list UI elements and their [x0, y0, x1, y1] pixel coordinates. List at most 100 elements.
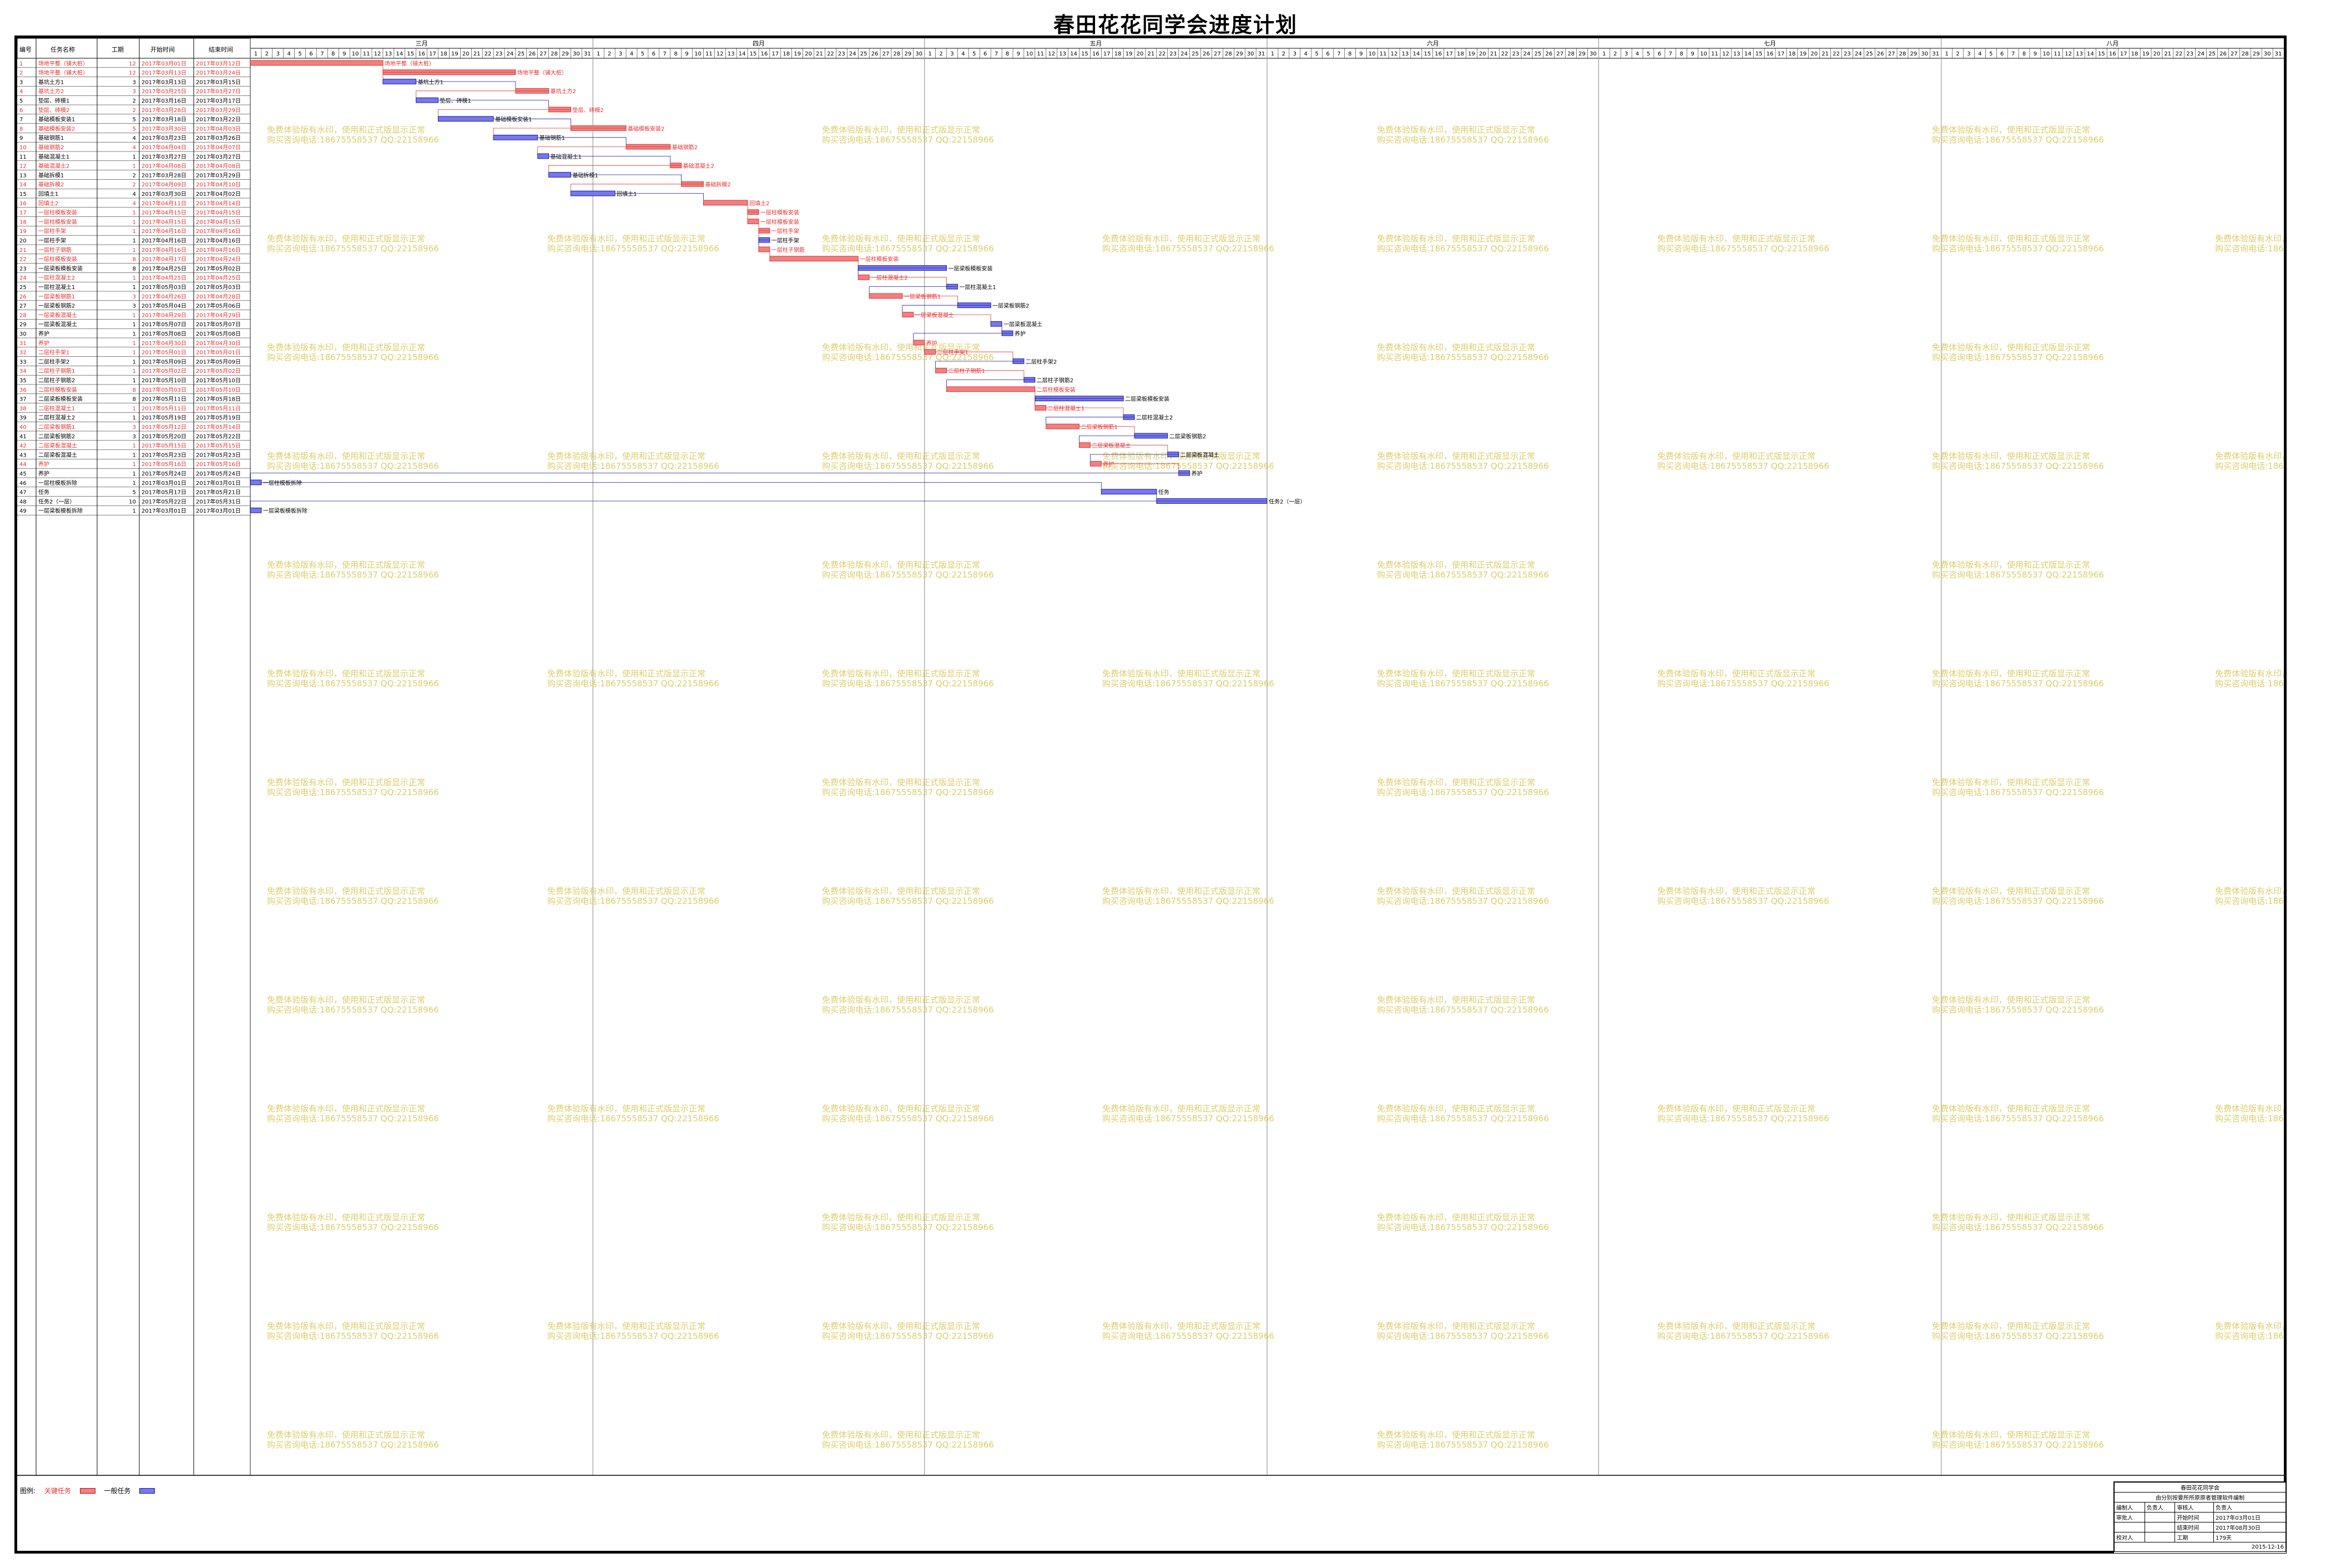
task-end: 2017年05月24日 [196, 470, 241, 477]
day-tick-label: 4 [1978, 51, 1981, 57]
day-tick-label: 23 [496, 51, 503, 57]
watermark-line1: 免费体验版有水印，使用和正式版显示正常 [1377, 995, 1535, 1005]
task-start: 2017年03月16日 [142, 97, 186, 104]
task-bar-label: 基础模板安装2 [628, 125, 664, 132]
watermark-line1: 免费体验版有水印，使用和正式版显示正常 [1102, 234, 1260, 244]
day-tick-label: 5 [1315, 51, 1318, 57]
task-duration: 8 [133, 397, 136, 403]
task-start: 2017年03月18日 [142, 116, 186, 123]
watermark-line2: 购买咨询电话:18675558537 QQ:22158966 [1932, 461, 2104, 471]
watermark-line2: 购买咨询电话:18675558537 QQ:22158966 [1377, 570, 1549, 580]
dependency-line [902, 296, 958, 304]
task-start: 2017年04月17日 [142, 256, 186, 263]
task-bar [250, 60, 384, 66]
task-bar-label: 一层梁板钢筋1 [904, 293, 941, 300]
watermark-line1: 免费体验版有水印，使用和正式版显示正常 [267, 234, 425, 244]
day-tick-label: 31 [584, 51, 591, 57]
day-tick-label: 30 [2264, 51, 2271, 57]
day-tick-label: 16 [1435, 51, 1442, 57]
title-block-start-value: 2017年03月01日 [2213, 1512, 2287, 1523]
task-name: 养护 [38, 340, 49, 347]
day-tick-label: 22 [1501, 51, 1509, 57]
dependency-line [935, 351, 1013, 359]
task-name: 二层梁板钢筋2 [38, 433, 75, 440]
watermark-line1: 免费体验版有水印，使用和正式版显示正常 [267, 669, 425, 679]
day-tick-label: 2 [265, 51, 269, 57]
day-tick-label: 10 [2043, 51, 2050, 57]
day-tick-label: 15 [1081, 51, 1088, 57]
task-end: 2017年05月02日 [196, 265, 241, 272]
task-duration: 1 [133, 164, 136, 170]
task-id: 40 [19, 424, 27, 431]
task-name: 基础拆模2 [38, 181, 64, 188]
day-tick-label: 31 [1932, 51, 1939, 57]
task-bar-label: 一层梁板钢筋2 [992, 302, 1029, 310]
day-tick-label: 8 [1006, 51, 1009, 57]
task-id: 33 [19, 359, 27, 365]
month-label: 四月 [753, 40, 765, 47]
watermark-line1: 免费体验版有水印，使用和正式版显示正常 [1377, 342, 1535, 352]
task-name: 任务2（一层） [38, 498, 75, 505]
day-tick-label: 13 [728, 51, 735, 57]
watermark-line1: 免费体验版有水印，使用和正式版显示正常 [1377, 669, 1535, 679]
watermark-line2: 购买咨询电话:18675558537 QQ:22158966 [822, 1440, 994, 1450]
day-tick-label: 19 [794, 51, 801, 57]
watermark-line1: 免费体验版有水印，使用和正式版显示正常 [267, 995, 425, 1005]
day-tick-label: 31 [2275, 51, 2282, 57]
watermark-line2: 购买咨询电话:18675558537 QQ:22158966 [1377, 1005, 1549, 1015]
watermark-line2: 购买咨询电话:18675558537 QQ:22158966 [1932, 1005, 2104, 1015]
task-bar [1101, 489, 1157, 495]
task-id: 43 [19, 452, 27, 458]
day-tick-label: 11 [2054, 51, 2061, 57]
task-name: 养护 [38, 461, 49, 468]
watermark-line2: 购买咨询电话:18675558537 QQ:22158966 [547, 461, 719, 471]
day-tick-label: 6 [2000, 51, 2004, 57]
task-name: 二层柱子钢筋2 [38, 377, 75, 384]
task-end: 2017年04月03日 [196, 125, 241, 132]
task-end: 2017年03月01日 [196, 479, 241, 487]
watermark-line1: 免费体验版有水印，使用和正式版显示正常 [822, 886, 980, 896]
watermark-line2: 购买咨询电话:18675558537 QQ:22158966 [1377, 135, 1549, 145]
task-name: 任务 [38, 489, 49, 496]
watermark-line1: 免费体验版有水印，使用和正式版显示正常 [822, 1430, 980, 1440]
task-bar-label: 二层梁板模板安装 [1125, 396, 1169, 403]
day-tick-label: 3 [619, 51, 622, 57]
task-id: 12 [19, 164, 27, 170]
day-tick-label: 14 [2087, 51, 2094, 57]
task-start: 2017年04月26日 [142, 293, 186, 300]
watermark-line1: 免费体验版有水印，使用和正式版显示正常 [822, 451, 980, 461]
legend-label: 图例: [20, 1487, 36, 1495]
day-tick-label: 7 [2011, 51, 2015, 57]
watermark-line2: 购买咨询电话:18675558537 QQ:22158966 [1102, 461, 1274, 471]
task-end: 2017年03月26日 [196, 134, 241, 141]
watermark-line1: 免费体验版有水印，使用和正式版显示正常 [822, 342, 980, 352]
task-bar [758, 246, 770, 252]
watermark-line2: 购买咨询电话:18675558537 QQ:22158966 [2215, 1331, 2284, 1341]
task-bar-label: 二层梁板混凝土 [1180, 451, 1219, 458]
task-bar-label: 基础拆模2 [705, 181, 730, 188]
watermark-line2: 购买咨询电话:18675558537 QQ:22158966 [547, 896, 719, 906]
dependency-line [250, 473, 1190, 480]
day-tick-label: 28 [1899, 51, 1906, 57]
task-start: 2017年04月30日 [142, 340, 186, 347]
day-tick-label: 17 [429, 51, 436, 57]
day-tick-label: 3 [950, 51, 953, 57]
day-tick-label: 4 [1636, 51, 1639, 57]
task-bar-label: 基础混凝土2 [683, 163, 714, 170]
watermark-line1: 免费体验版有水印，使用和正式版显示正常 [1932, 451, 2090, 461]
task-duration: 3 [133, 79, 136, 85]
task-duration: 1 [133, 341, 136, 347]
task-name: 基础混凝土2 [38, 163, 69, 170]
task-duration: 1 [133, 471, 136, 477]
task-end: 2017年05月03日 [196, 284, 241, 291]
day-tick-label: 16 [1092, 51, 1099, 57]
day-tick-label: 9 [1691, 51, 1694, 57]
watermark-line2: 购买咨询电话:18675558537 QQ:22158966 [2215, 244, 2284, 254]
day-tick-label: 4 [287, 51, 291, 57]
task-bar-label: 基础拆模1 [572, 171, 598, 179]
task-end: 2017年03月29日 [196, 107, 241, 114]
day-tick-label: 1 [597, 51, 600, 57]
task-end: 2017年05月15日 [196, 442, 241, 449]
task-name: 二层梁板模板安装 [38, 396, 83, 403]
task-end: 2017年04月16日 [196, 237, 241, 244]
